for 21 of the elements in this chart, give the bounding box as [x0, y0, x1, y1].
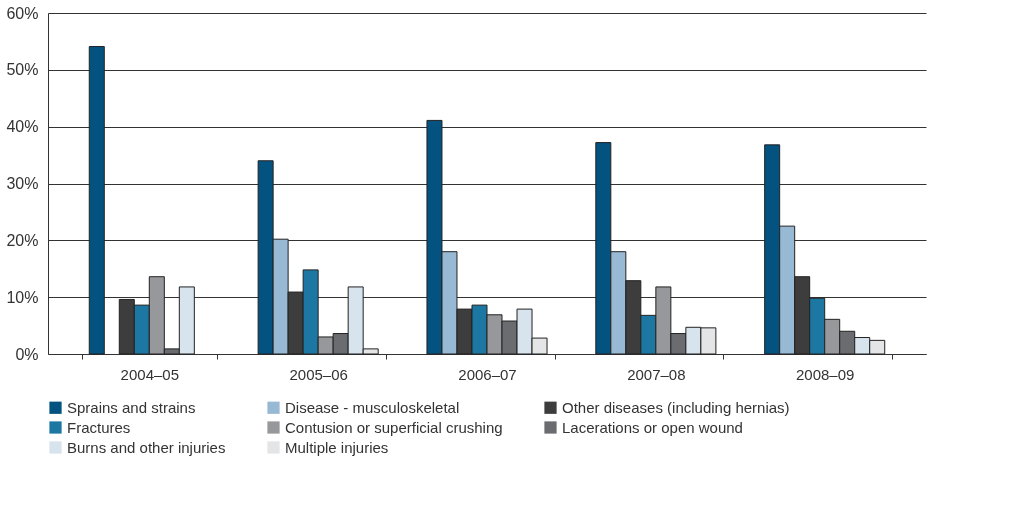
x-tick-label: 2005–06 [289, 365, 348, 383]
x-tick-label: 2007–08 [627, 365, 686, 383]
y-tick-label: 40% [6, 118, 39, 136]
legend-label: Other diseases (including hernias) [562, 398, 790, 416]
y-tick-label: 50% [6, 61, 39, 79]
legend-label: Lacerations or open wound [562, 418, 743, 436]
x-tick-label: 2004–05 [120, 365, 180, 383]
y-tick-label: 60% [6, 4, 39, 22]
legend-label: Fractures [67, 418, 131, 436]
x-tick-label: 2008–09 [795, 365, 855, 383]
legend-label: Sprains and strains [67, 398, 196, 416]
bar [88, 46, 105, 355]
y-tick-label: 0% [15, 345, 39, 363]
legend-label: Contusion or superficial crushing [285, 418, 503, 436]
legend-label: Burns and other injuries [67, 438, 226, 456]
y-tick-label: 20% [6, 231, 39, 249]
legend-label: Disease - musculoskeletal [285, 398, 460, 416]
legend-label: Multiple injuries [285, 438, 389, 456]
x-tick-label: 2006–07 [458, 365, 517, 383]
y-tick-label: 30% [6, 175, 39, 192]
y-tick-label: 10% [6, 288, 39, 306]
